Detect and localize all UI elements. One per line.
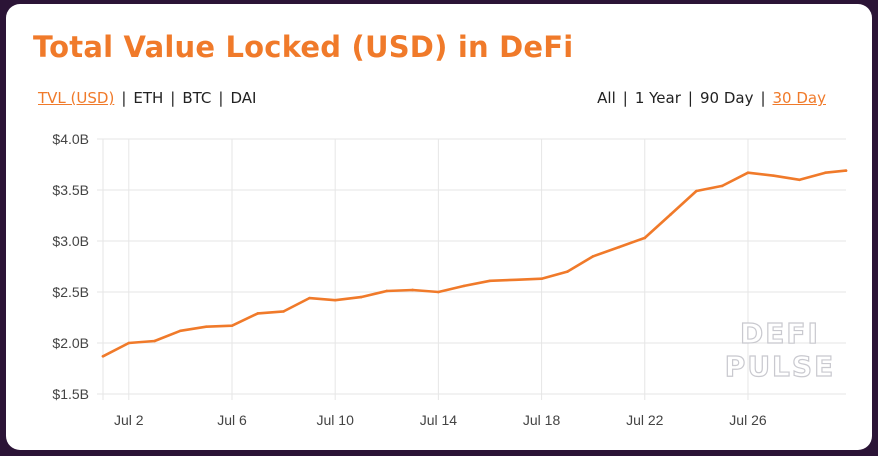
metric-tabs: TVL (USD) | ETH | BTC | DAI <box>38 89 256 107</box>
tab-btc[interactable]: BTC <box>182 89 212 107</box>
watermark-line-2: PULSE <box>725 350 835 383</box>
y-tick-label: $2.5B <box>52 284 89 300</box>
data-point[interactable] <box>179 329 182 333</box>
data-point[interactable] <box>669 213 672 216</box>
data-point[interactable] <box>643 236 647 240</box>
data-point[interactable] <box>308 296 311 300</box>
data-point[interactable] <box>230 324 234 327</box>
data-point[interactable] <box>720 184 724 188</box>
x-tick-label: Jul 6 <box>217 412 247 428</box>
y-axis-ticks: $1.5B $2.0B $2.5B $3.0B $3.5B $4.0B <box>52 131 89 402</box>
y-tick-label: $2.0B <box>52 335 89 351</box>
data-point[interactable] <box>798 178 801 182</box>
data-point[interactable] <box>824 171 827 174</box>
data-point[interactable] <box>385 289 389 293</box>
tab-30-day[interactable]: 30 Day <box>772 89 826 107</box>
chart-card: Total Value Locked (USD) in DeFi TVL (US… <box>6 4 872 450</box>
x-tick-label: Jul 14 <box>420 412 458 428</box>
tab-90-day[interactable]: 90 Day <box>699 89 754 107</box>
y-tick-label: $4.0B <box>52 131 89 147</box>
data-point[interactable] <box>282 310 285 313</box>
data-point[interactable] <box>591 254 595 258</box>
separator: | <box>121 89 127 107</box>
data-point[interactable] <box>411 288 414 292</box>
separator: | <box>170 89 176 107</box>
tab-eth[interactable]: ETH <box>133 89 164 107</box>
tab-dai[interactable]: DAI <box>230 89 257 107</box>
tab-tvl-usd[interactable]: TVL (USD) <box>38 89 115 107</box>
series-layer <box>101 169 848 358</box>
grid <box>97 138 846 400</box>
x-axis-ticks: Jul 2 Jul 6 Jul 10 Jul 14 Jul 18 Jul 22 Jul 26 <box>114 412 767 428</box>
watermark-line-1: DEFI <box>740 317 820 350</box>
data-point[interactable] <box>153 339 156 343</box>
data-point[interactable] <box>540 277 543 281</box>
data-point[interactable] <box>359 295 363 299</box>
data-point[interactable] <box>695 189 698 193</box>
separator: | <box>760 89 766 107</box>
data-point[interactable] <box>333 298 337 302</box>
data-point[interactable] <box>256 312 260 315</box>
data-point[interactable] <box>844 169 848 172</box>
data-point[interactable] <box>617 245 621 249</box>
defi-pulse-watermark: DEFI PULSE <box>724 316 835 383</box>
y-tick-label: $1.5B <box>52 386 89 402</box>
x-tick-label: Jul 22 <box>626 412 664 428</box>
y-tick-label: $3.0B <box>52 233 89 249</box>
data-point[interactable] <box>462 284 466 288</box>
data-point[interactable] <box>772 174 776 178</box>
x-tick-label: Jul 10 <box>317 412 355 428</box>
data-point[interactable] <box>101 354 105 358</box>
data-point[interactable] <box>746 171 750 174</box>
data-point[interactable] <box>514 278 518 282</box>
separator: | <box>218 89 224 107</box>
x-tick-label: Jul 2 <box>114 412 144 428</box>
data-point[interactable] <box>204 325 208 328</box>
x-tick-label: Jul 26 <box>729 412 767 428</box>
y-tick-label: $3.5B <box>52 182 89 198</box>
tab-1-year[interactable]: 1 Year <box>634 89 681 107</box>
range-tabs: All | 1 Year | 90 Day | 30 Day <box>597 89 826 107</box>
data-point[interactable] <box>437 290 440 294</box>
separator: | <box>687 89 693 107</box>
data-point[interactable] <box>127 341 131 345</box>
series-line-tvl <box>101 169 848 358</box>
tab-all[interactable]: All <box>597 89 616 107</box>
separator: | <box>622 89 628 107</box>
x-tick-label: Jul 18 <box>523 412 561 428</box>
data-point[interactable] <box>488 279 492 283</box>
data-point[interactable] <box>566 270 569 273</box>
page-title: Total Value Locked (USD) in DeFi <box>33 30 574 64</box>
